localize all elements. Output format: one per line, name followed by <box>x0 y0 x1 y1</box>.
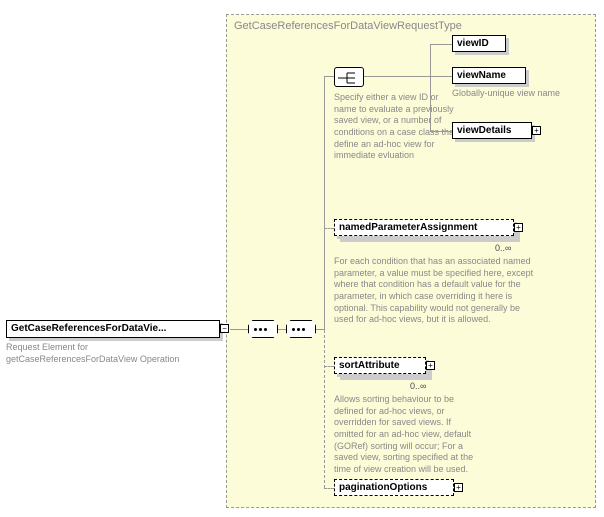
connector-line <box>372 76 430 77</box>
viewdetails-label: viewDetails <box>457 125 511 136</box>
sortattr-expand-icon[interactable]: + <box>426 361 435 370</box>
namedparam-occurrence: 0..∞ <box>495 243 511 253</box>
viewid-label: viewID <box>457 38 489 49</box>
type-container-label: GetCaseReferencesForDataViewRequestType <box>234 20 462 32</box>
viewname-annotation: Globally-unique view name <box>452 88 592 100</box>
connector-line-dashed <box>324 488 334 489</box>
pagination-element[interactable]: paginationOptions <box>334 479 454 496</box>
choice-connector <box>334 67 364 87</box>
viewdetails-expand-icon[interactable]: + <box>532 126 541 135</box>
viewname-element[interactable]: viewName <box>452 67 526 84</box>
root-element[interactable]: GetCaseReferencesForDataVie... <box>6 320 220 338</box>
namedparam-label: namedParameterAssignment <box>339 222 477 233</box>
sequence-connector-inner <box>286 320 316 338</box>
connector-line-dashed <box>324 330 325 488</box>
connector-line <box>278 329 286 330</box>
connector-line-dashed <box>324 228 334 229</box>
namedparam-expand-icon[interactable]: + <box>514 223 523 232</box>
viewdetails-element[interactable]: viewDetails <box>452 122 532 139</box>
viewname-label: viewName <box>457 70 506 81</box>
root-expand-icon[interactable]: − <box>220 324 229 333</box>
namedparam-annotation: For each condition that has an associate… <box>334 256 539 326</box>
sequence-connector-outer <box>248 320 278 338</box>
connector-line <box>430 44 431 132</box>
viewid-element[interactable]: viewID <box>452 35 506 52</box>
connector-line <box>364 76 372 77</box>
choice-annotation: Specify either a view ID or name to eval… <box>334 92 462 162</box>
root-element-label: GetCaseReferencesForDataVie... <box>11 323 166 334</box>
connector-line <box>324 76 325 330</box>
connector-line <box>324 76 334 77</box>
sortattr-element[interactable]: sortAttribute <box>334 357 426 374</box>
pagination-expand-icon[interactable]: + <box>454 483 463 492</box>
namedparam-element[interactable]: namedParameterAssignment <box>334 219 514 236</box>
sortattr-annotation: Allows sorting behaviour to be defined f… <box>334 394 476 476</box>
connector-line <box>430 44 452 45</box>
pagination-label: paginationOptions <box>339 482 427 493</box>
root-annotation: Request Element for getCaseReferencesFor… <box>6 342 206 365</box>
connector-line <box>316 329 324 330</box>
connector-line <box>430 76 452 77</box>
connector-line <box>430 131 452 132</box>
connector-line-dashed <box>324 366 334 367</box>
sortattr-occurrence: 0..∞ <box>410 381 426 391</box>
connector-line <box>230 329 248 330</box>
sortattr-label: sortAttribute <box>339 360 400 371</box>
